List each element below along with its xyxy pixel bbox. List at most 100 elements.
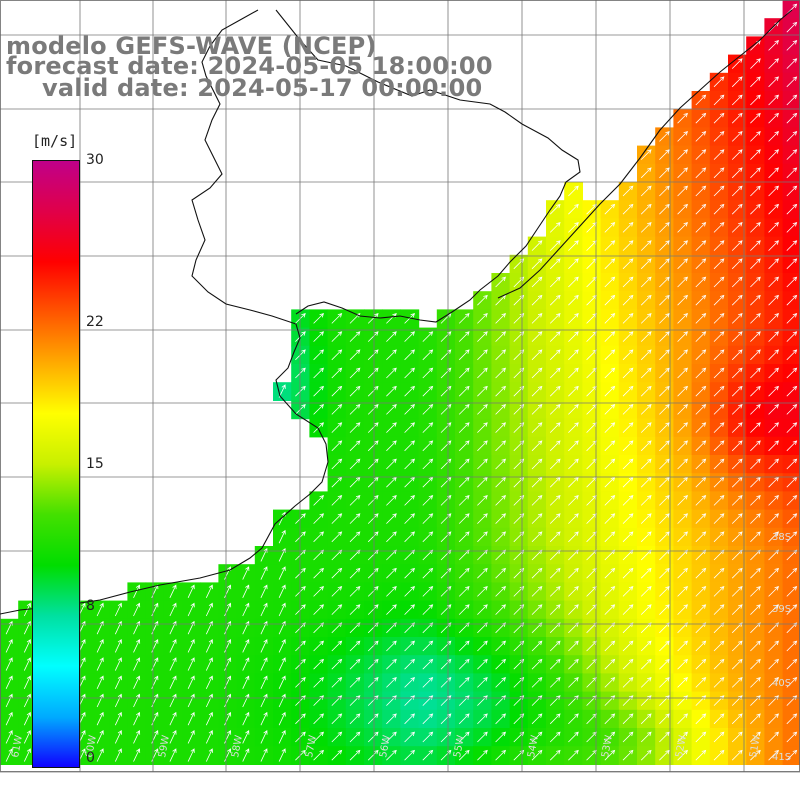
wind-cell <box>600 327 620 347</box>
wind-cell <box>364 345 383 365</box>
wind-cell <box>327 436 347 456</box>
wind-arrow <box>750 458 761 470</box>
wind-cell <box>764 72 784 92</box>
wind-arrow <box>549 331 561 342</box>
wind-cell <box>618 345 638 365</box>
wind-arrow <box>713 349 725 361</box>
wind-arrow <box>549 313 561 324</box>
wind-arrow <box>731 167 743 179</box>
wind-cell <box>473 436 492 456</box>
wind-cell <box>637 709 656 729</box>
wind-arrow <box>713 495 725 506</box>
wind-cell <box>345 673 365 693</box>
wind-cell <box>691 382 711 401</box>
wind-arrow <box>768 422 779 433</box>
wind-arrow <box>23 675 31 689</box>
wind-arrow <box>331 495 343 506</box>
wind-cell <box>709 655 729 674</box>
wind-arrow <box>367 422 379 433</box>
wind-arrow <box>458 567 470 579</box>
wind-arrow <box>278 566 286 580</box>
wind-cell <box>345 436 365 456</box>
wind-arrow <box>313 640 324 652</box>
wind-arrow <box>386 349 397 361</box>
wind-arrow <box>750 586 761 597</box>
wind-cell <box>345 418 365 438</box>
wind-arrow <box>404 440 415 452</box>
wind-arrow <box>331 658 343 670</box>
wind-cell <box>436 564 456 583</box>
wind-cell <box>491 728 511 747</box>
wind-cell <box>327 345 347 365</box>
wind-cell <box>709 728 729 747</box>
wind-arrow <box>568 531 579 543</box>
wind-arrow <box>386 440 397 452</box>
wind-arrow <box>169 639 177 653</box>
wind-arrow <box>549 586 561 597</box>
wind-arrow <box>549 385 561 397</box>
wind-cell <box>637 218 656 238</box>
wind-arrow <box>495 404 506 415</box>
wind-cell <box>618 200 638 219</box>
longitude-label: 56W <box>378 734 393 758</box>
wind-cell <box>527 309 547 329</box>
wind-arrow <box>422 422 434 433</box>
wind-arrow <box>677 586 688 597</box>
wind-arrow <box>331 731 343 743</box>
wind-cell <box>564 345 583 365</box>
wind-cell <box>709 527 729 547</box>
wind-cell <box>746 564 765 583</box>
wind-arrow <box>695 131 707 142</box>
wind-arrow <box>114 602 122 617</box>
wind-arrow <box>622 749 634 761</box>
wind-arrow <box>568 222 579 233</box>
wind-cell <box>764 455 784 474</box>
wind-arrow <box>367 404 379 415</box>
wind-arrow <box>278 639 286 653</box>
wind-cell <box>345 655 365 674</box>
wind-cell <box>764 382 784 401</box>
wind-cell <box>527 291 547 310</box>
wind-arrow <box>750 513 761 524</box>
wind-cell <box>746 600 765 620</box>
wind-arrow <box>713 185 725 197</box>
wind-arrow <box>640 258 652 270</box>
wind-cell <box>600 436 620 456</box>
wind-arrow <box>187 693 195 708</box>
wind-cell <box>582 673 602 693</box>
wind-cell <box>473 637 492 656</box>
wind-cell <box>564 527 583 547</box>
wind-cell <box>509 327 529 347</box>
wind-cell <box>309 655 329 674</box>
wind-cell <box>655 455 674 474</box>
wind-arrow <box>549 367 561 379</box>
wind-arrow <box>242 566 250 580</box>
wind-cell <box>418 618 438 638</box>
wind-cell <box>673 491 693 511</box>
wind-cell <box>582 655 602 674</box>
wind-cell <box>709 345 729 365</box>
wind-arrow <box>313 531 324 543</box>
wind-cell <box>746 127 765 147</box>
wind-cell <box>400 564 420 583</box>
wind-cell <box>436 345 456 365</box>
wind-cell <box>418 509 438 529</box>
wind-arrow <box>713 331 725 342</box>
wind-arrow <box>568 313 579 324</box>
wind-arrow <box>713 76 725 88</box>
wind-cell <box>564 618 583 638</box>
wind-cell <box>564 218 583 238</box>
wind-arrow <box>367 458 379 470</box>
wind-cell <box>582 473 602 492</box>
wind-arrow <box>331 331 343 342</box>
wind-arrow <box>713 458 725 470</box>
wind-arrow <box>549 567 561 579</box>
wind-cell <box>673 163 693 183</box>
wind-cell <box>400 327 420 347</box>
wind-cell <box>291 691 310 711</box>
wind-arrow <box>477 749 488 761</box>
wind-cell <box>618 236 638 256</box>
wind-cell <box>655 254 674 274</box>
wind-arrow <box>477 604 488 615</box>
wind-arrow <box>731 458 743 470</box>
